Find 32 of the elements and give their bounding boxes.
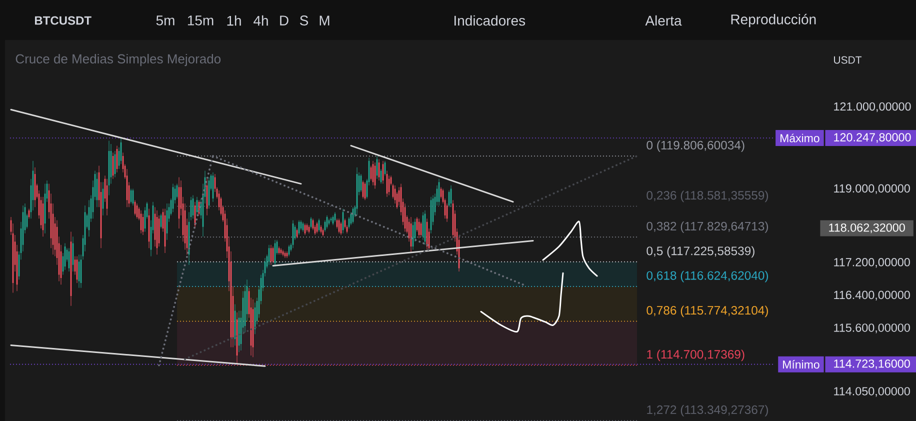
text: M (320, 16, 330, 26)
y-tick-label: 117.200,00000 (834, 258, 910, 268)
text: Indicadores (454, 15, 526, 26)
y-tick-label: 121.000,00000 (834, 102, 911, 112)
text: S (300, 16, 308, 26)
y-tick-label: 116.400,00000 (834, 290, 910, 300)
ref-line-label: 0,382 (117.829,64713) (646, 222, 768, 233)
text: 1h (227, 15, 241, 26)
ref-line-label: 0,236 (118.581,35559) (646, 190, 768, 202)
ref-line-label: 0 (119.806,60034) (646, 140, 744, 152)
ref-line-label: 0,618 (116.624,62040) (646, 270, 768, 282)
y-tick-label: 119.000,00000 (834, 184, 910, 194)
text: Cruce de Medias Simples Mejorado (16, 54, 221, 66)
y-tick-label: 120.247,80000 (834, 133, 911, 143)
ref-line-label: Máximo (780, 134, 820, 142)
y-tick-label: 114.723,16000 (834, 360, 910, 370)
ref-line-label: 0,786 (115.774,32104) (646, 306, 768, 318)
y-tick-label: 114.050,00000 (834, 387, 910, 397)
text: USDT (834, 56, 862, 64)
text: Reproducción (731, 14, 816, 28)
text: 118.062,32000 (829, 223, 905, 234)
text: 15m (188, 16, 214, 26)
ref-line-label: 0,5 (117.225,58539) (646, 246, 754, 258)
ref-line-label: Mínimo (783, 360, 820, 369)
text: 5m (156, 16, 174, 26)
y-tick-label: 115.600,00000 (834, 324, 910, 334)
text: D (280, 16, 288, 26)
ref-line-label: 1,272 (113.349,27367) (647, 405, 768, 416)
text: 4h (254, 15, 268, 26)
chart-title: BTCUSDT (35, 16, 92, 25)
ref-line-label: 1 (114.700,17369) (647, 350, 744, 362)
text: Alerta (645, 15, 682, 26)
